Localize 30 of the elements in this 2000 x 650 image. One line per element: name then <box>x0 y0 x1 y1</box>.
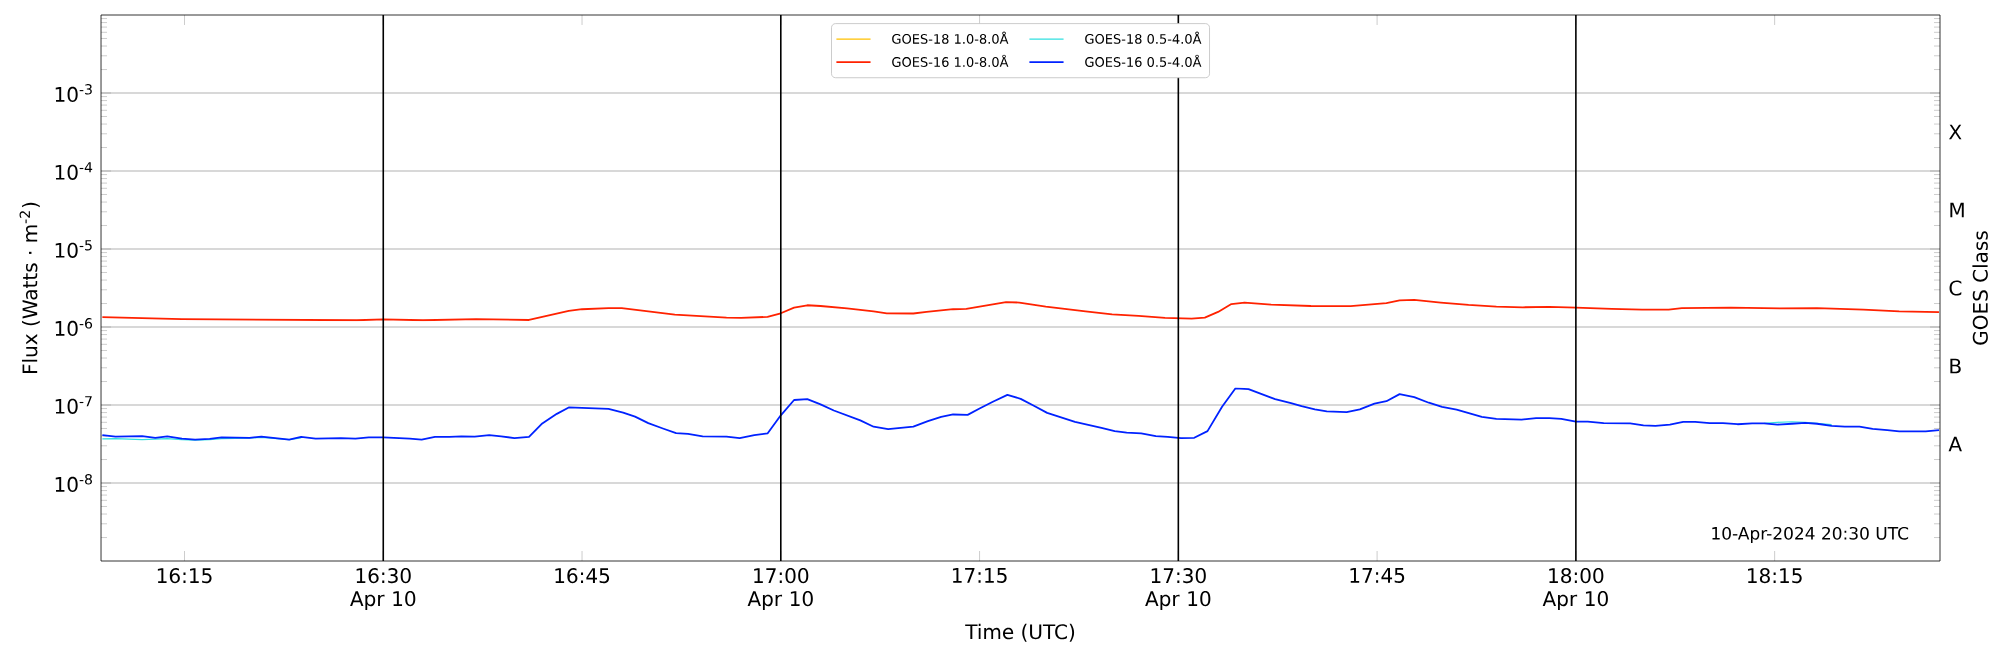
legend-label: GOES-18 0.5-4.0Å <box>1085 31 1202 44</box>
x-tick-label: 17:30 Apr 10 <box>1145 568 1211 611</box>
legend-label: GOES-16 1.0-8.0Å <box>892 54 1009 67</box>
x-tick-label: 18:15 <box>1748 568 1802 584</box>
x-tick-label: 17:15 <box>952 568 1007 583</box>
x-tick-label: 16:45 <box>555 568 610 584</box>
x-tick-label: 16:30 Apr 10 <box>350 568 416 611</box>
y-axis-title: Flux (Watts · m$^{-2}$) <box>19 202 40 373</box>
x-tick-label: 16:15 <box>157 568 212 584</box>
y2-axis-title: GOES Class <box>1972 231 1988 345</box>
x-tick-label: 17:45 <box>1350 568 1405 583</box>
text: X <box>1949 124 1962 140</box>
y-tick-label: 10$^{-8}$ <box>55 474 92 492</box>
x-tick-label: 18:00 Apr 10 <box>1542 568 1608 611</box>
line-series <box>101 298 1940 322</box>
legend-label: GOES-16 0.5-4.0Å <box>1085 54 1202 67</box>
annotation: 10-Apr-2024 20:30 UTC <box>1712 526 1909 544</box>
x-tick-label: 17:00 Apr 10 <box>747 568 813 611</box>
text: B <box>1950 358 1961 374</box>
text: A <box>1948 436 1962 452</box>
y-tick-label: 10$^{-4}$ <box>55 162 93 180</box>
legend-label: GOES-18 1.0-8.0Å <box>892 31 1009 44</box>
text: M <box>1950 202 1964 218</box>
y-tick-label: 10$^{-5}$ <box>55 240 92 258</box>
text: C <box>1949 280 1962 296</box>
y-tick-label: 10$^{-3}$ <box>55 84 92 102</box>
y-tick-label: 10$^{-7}$ <box>55 396 92 414</box>
line-series <box>101 387 1940 441</box>
y-tick-label: 10$^{-6}$ <box>55 318 93 336</box>
x-axis-title: Time (UTC) <box>965 623 1075 642</box>
